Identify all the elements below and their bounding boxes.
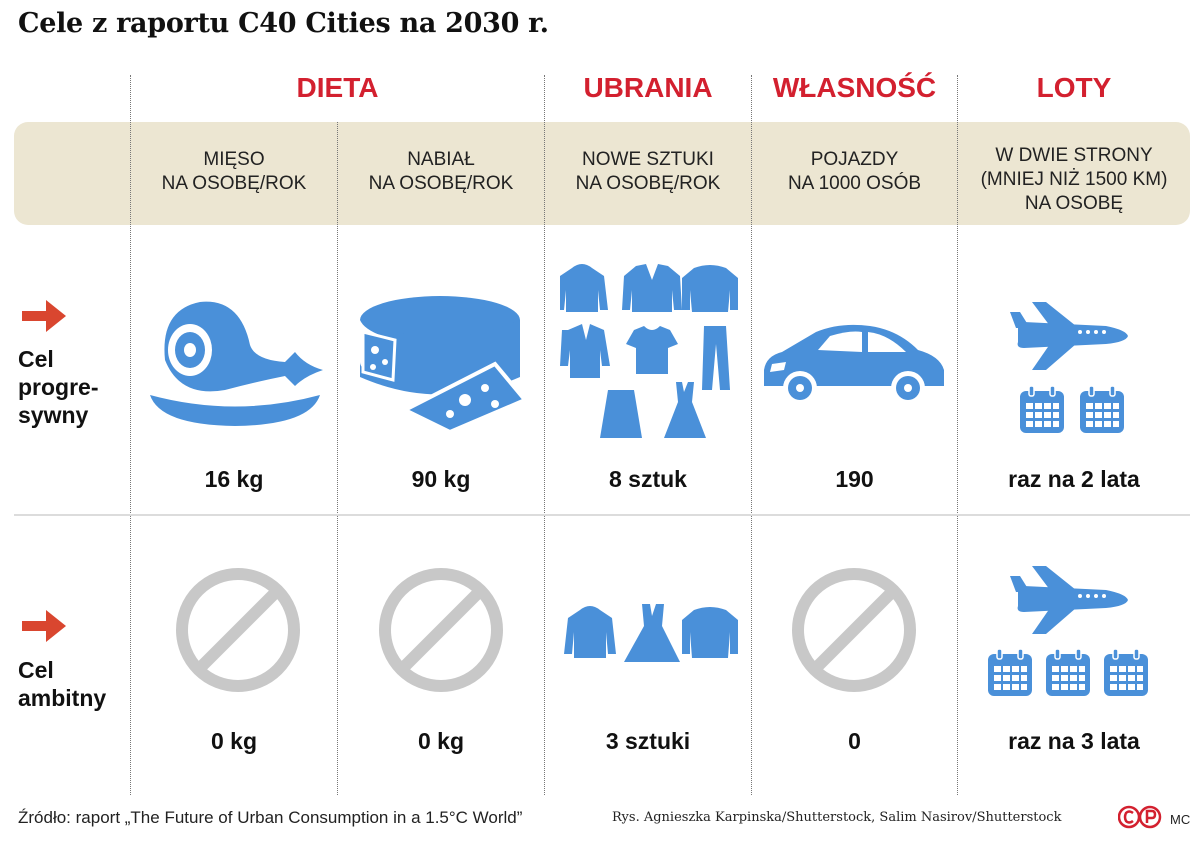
column-divider (130, 75, 131, 795)
header-band (14, 122, 1190, 225)
column-header-line: MIĘSO (203, 149, 265, 170)
arrow-right-icon (22, 300, 66, 332)
row-separator (14, 514, 1190, 516)
column-header-line: NOWE SZTUKI (582, 149, 714, 170)
calendar-icon (1104, 648, 1148, 696)
illustration-credit: Rys. Agnieszka Karpinska/Shutterstock, S… (612, 810, 1062, 825)
cheese-icon (360, 296, 529, 435)
row-label-line: Cel (18, 657, 54, 683)
column-header-line: NA 1000 OSÓB (787, 173, 922, 194)
clothes-icon (560, 264, 738, 438)
ham-icon (150, 301, 323, 426)
column-header-line: W DWIE STRONY (995, 145, 1153, 166)
value-progressive-pojazdy: 190 (835, 466, 874, 492)
forbidden-icon (379, 568, 503, 692)
forbidden-icon (792, 568, 916, 692)
value-ambitious-pojazdy: 0 (848, 728, 861, 754)
calendar-icon (1020, 385, 1064, 433)
column-divider (957, 75, 958, 795)
calendar-icon (1046, 648, 1090, 696)
column-header-line: NA OSOBĘ/ROK (575, 173, 721, 194)
column-header-pojazdy: POJAZDY NA 1000 OSÓB (752, 148, 957, 196)
category-label-wlasnosc: WŁASNOŚĆ (772, 72, 937, 103)
airplane-icon (1010, 566, 1128, 634)
row-label-ambitious: Cel ambitny (18, 656, 106, 712)
value-ambitious-ubrania: 3 sztuki (605, 728, 691, 754)
category-label-dieta: DIETA (296, 72, 379, 103)
forbidden-icon (176, 568, 300, 692)
page-title: Cele z raportu C40 Cities na 2030 r. (18, 8, 549, 39)
column-header-ubrania: NOWE SZTUKI NA OSOBĘ/ROK (545, 148, 751, 196)
row-label-line: Cel (18, 346, 54, 372)
value-progressive-loty: raz na 2 lata (1008, 466, 1140, 492)
car-icon (764, 324, 944, 405)
category-label-loty: LOTY (1036, 72, 1112, 103)
value-ambitious-mieso: 0 kg (210, 728, 258, 754)
column-header-line: NA OSOBĘ (1024, 193, 1124, 214)
column-header-line: NA OSOBĘ/ROK (368, 173, 514, 194)
value-progressive-nabial: 90 kg (411, 466, 471, 492)
column-header-loty: W DWIE STRONY (MNIEJ NIŻ 1500 KM) NA OSO… (958, 144, 1190, 216)
row-label-line: progre- (18, 374, 99, 400)
source-note: Źródło: raport „The Future of Urban Cons… (18, 808, 523, 827)
column-divider (751, 75, 752, 795)
row-label-line: sywny (18, 402, 89, 428)
row-label-line: ambitny (18, 685, 107, 711)
category-label-ubrania: UBRANIA (583, 72, 713, 103)
value-progressive-ubrania: 8 sztuk (609, 466, 687, 492)
column-header-line: (MNIEJ NIŻ 1500 KM) (980, 169, 1168, 190)
column-divider (544, 75, 545, 795)
author-initials: MC (1170, 812, 1191, 827)
calendar-icon (1080, 385, 1124, 433)
arrow-right-icon (22, 610, 66, 642)
copyright-logo (1118, 805, 1162, 829)
column-header-line: POJAZDY (810, 149, 899, 170)
clothes-icon (564, 604, 738, 662)
value-ambitious-loty: raz na 3 lata (1008, 728, 1140, 754)
column-header-line: NA OSOBĘ/ROK (161, 173, 307, 194)
value-ambitious-nabial: 0 kg (417, 728, 465, 754)
calendar-icon (988, 648, 1032, 696)
value-progressive-mieso: 16 kg (204, 466, 264, 492)
row-label-progressive: Cel progre- sywny (18, 345, 99, 429)
column-divider (337, 122, 338, 795)
column-header-line: NABIAŁ (407, 149, 475, 170)
column-header-nabial: NABIAŁ NA OSOBĘ/ROK (338, 148, 544, 196)
airplane-icon (1010, 302, 1128, 370)
column-header-mieso: MIĘSO NA OSOBĘ/ROK (131, 148, 337, 196)
